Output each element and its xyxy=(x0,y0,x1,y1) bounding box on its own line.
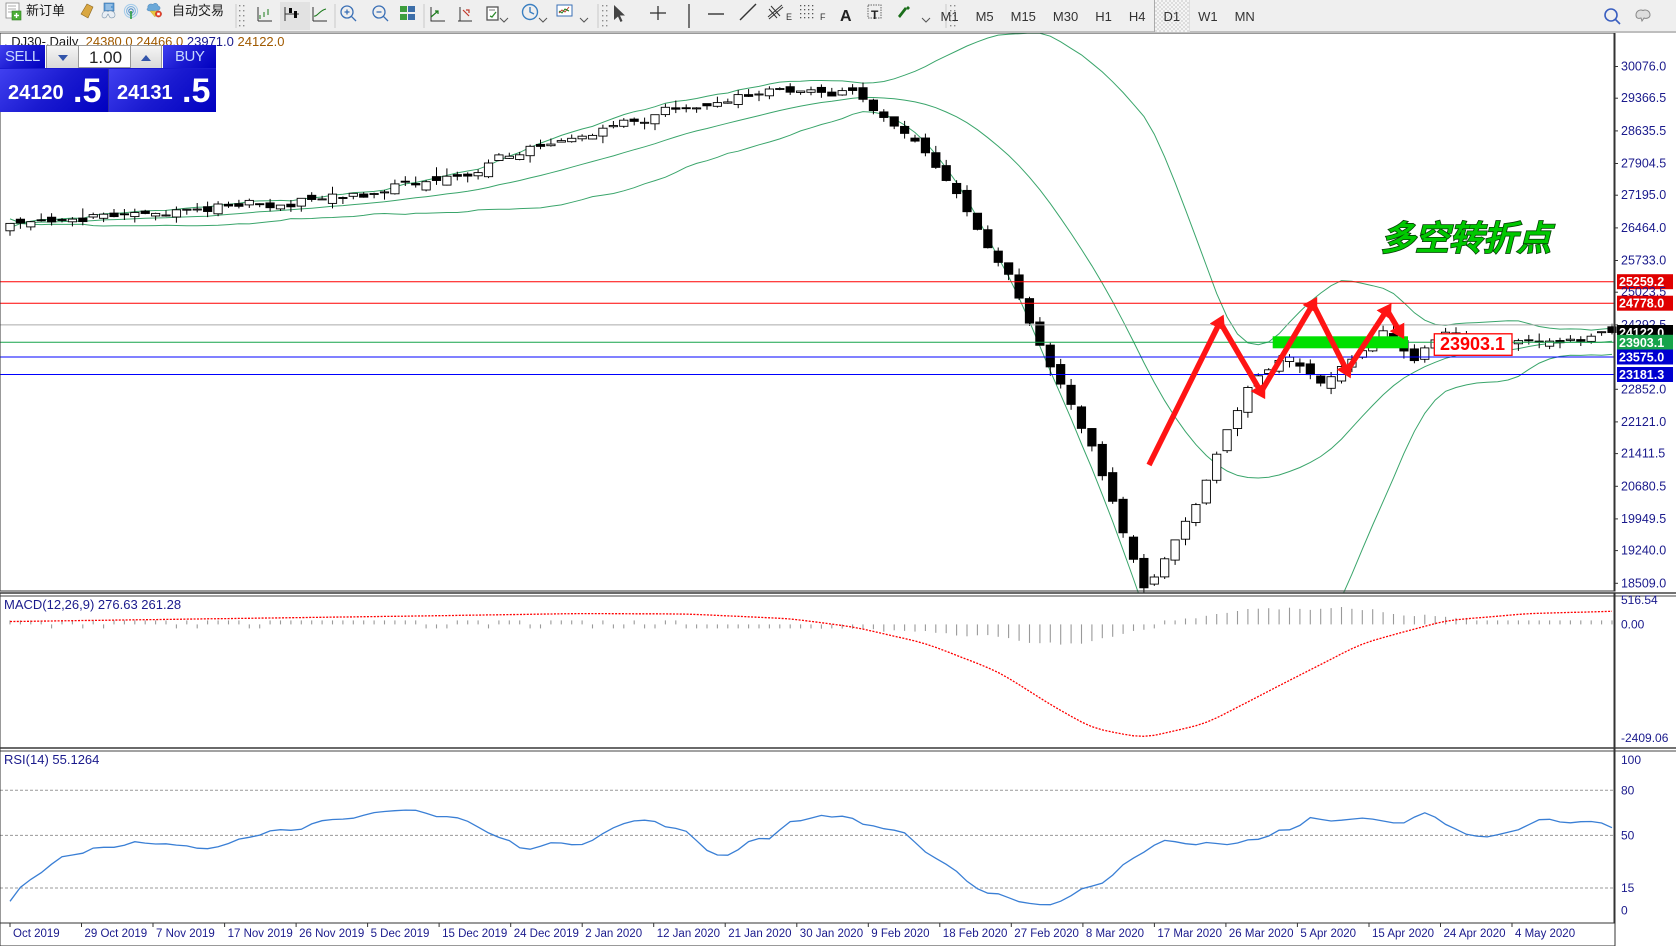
svg-text:E: E xyxy=(786,12,792,22)
svg-text:Oct 2019: Oct 2019 xyxy=(13,928,60,940)
svg-text:26 Mar 2020: 26 Mar 2020 xyxy=(1229,928,1294,940)
svg-text:21 Jan 2020: 21 Jan 2020 xyxy=(728,928,791,940)
svg-text:24 Dec 2019: 24 Dec 2019 xyxy=(514,928,579,940)
svg-text:9 Feb 2020: 9 Feb 2020 xyxy=(871,928,929,940)
svg-text:24 Apr 2020: 24 Apr 2020 xyxy=(1444,928,1506,940)
svg-text:2 Jan 2020: 2 Jan 2020 xyxy=(585,928,642,940)
svg-text:自动交易: 自动交易 xyxy=(172,3,224,18)
svg-text:26 Nov 2019: 26 Nov 2019 xyxy=(299,928,364,940)
svg-text:5 Dec 2019: 5 Dec 2019 xyxy=(371,928,430,940)
svg-text:T: T xyxy=(871,8,879,22)
svg-text:A: A xyxy=(840,8,852,25)
svg-text:27 Feb 2020: 27 Feb 2020 xyxy=(1014,928,1079,940)
svg-text:17 Mar 2020: 17 Mar 2020 xyxy=(1157,928,1222,940)
svg-text:8 Mar 2020: 8 Mar 2020 xyxy=(1086,928,1144,940)
svg-text:7 Nov 2019: 7 Nov 2019 xyxy=(156,928,215,940)
svg-text:15 Apr 2020: 15 Apr 2020 xyxy=(1372,928,1434,940)
svg-text:30 Jan 2020: 30 Jan 2020 xyxy=(800,928,863,940)
svg-text:12 Jan 2020: 12 Jan 2020 xyxy=(657,928,720,940)
svg-text:F: F xyxy=(820,12,826,22)
svg-text:5 Apr 2020: 5 Apr 2020 xyxy=(1300,928,1356,940)
svg-text:17 Nov 2019: 17 Nov 2019 xyxy=(228,928,293,940)
svg-text:新订单: 新订单 xyxy=(26,3,65,18)
svg-text:4 May 2020: 4 May 2020 xyxy=(1515,928,1575,940)
svg-text:29 Oct 2019: 29 Oct 2019 xyxy=(85,928,148,940)
svg-text:18 Feb 2020: 18 Feb 2020 xyxy=(943,928,1008,940)
svg-text:15 Dec 2019: 15 Dec 2019 xyxy=(442,928,507,940)
